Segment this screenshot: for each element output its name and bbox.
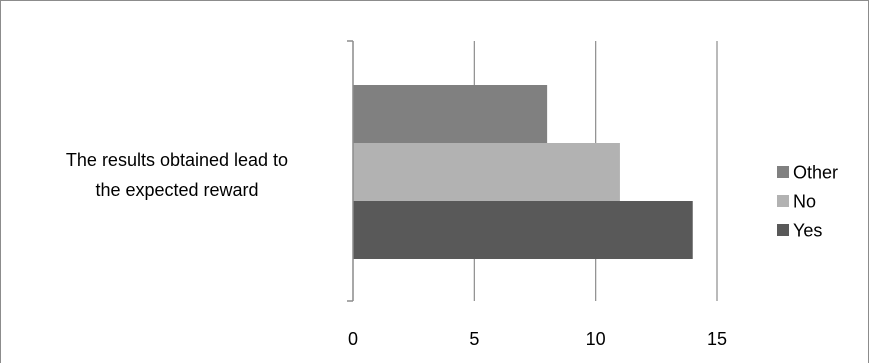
bar-no [353,143,620,201]
bar-yes [353,201,693,259]
category-label: The results obtained lead to the expecte… [66,150,288,200]
x-tick-label-15: 15 [707,329,727,349]
bar-other [353,85,548,143]
legend: Other No Yes [777,163,838,241]
legend-label-no: No [793,192,816,212]
legend-swatch-yes [777,224,789,236]
legend-swatch-other [777,166,789,178]
x-tick-label-10: 10 [586,329,606,349]
y-axis [347,40,354,302]
x-tick-labels: 0 5 10 15 [348,329,727,349]
x-tick-label-0: 0 [348,329,358,349]
legend-label-other: Other [793,163,838,183]
category-label-line-2: the expected reward [95,180,258,200]
x-tick-label-5: 5 [469,329,479,349]
category-label-line-1: The results obtained lead to [66,150,288,170]
legend-label-yes: Yes [793,221,822,241]
bars [353,85,693,259]
legend-swatch-no [777,195,789,207]
